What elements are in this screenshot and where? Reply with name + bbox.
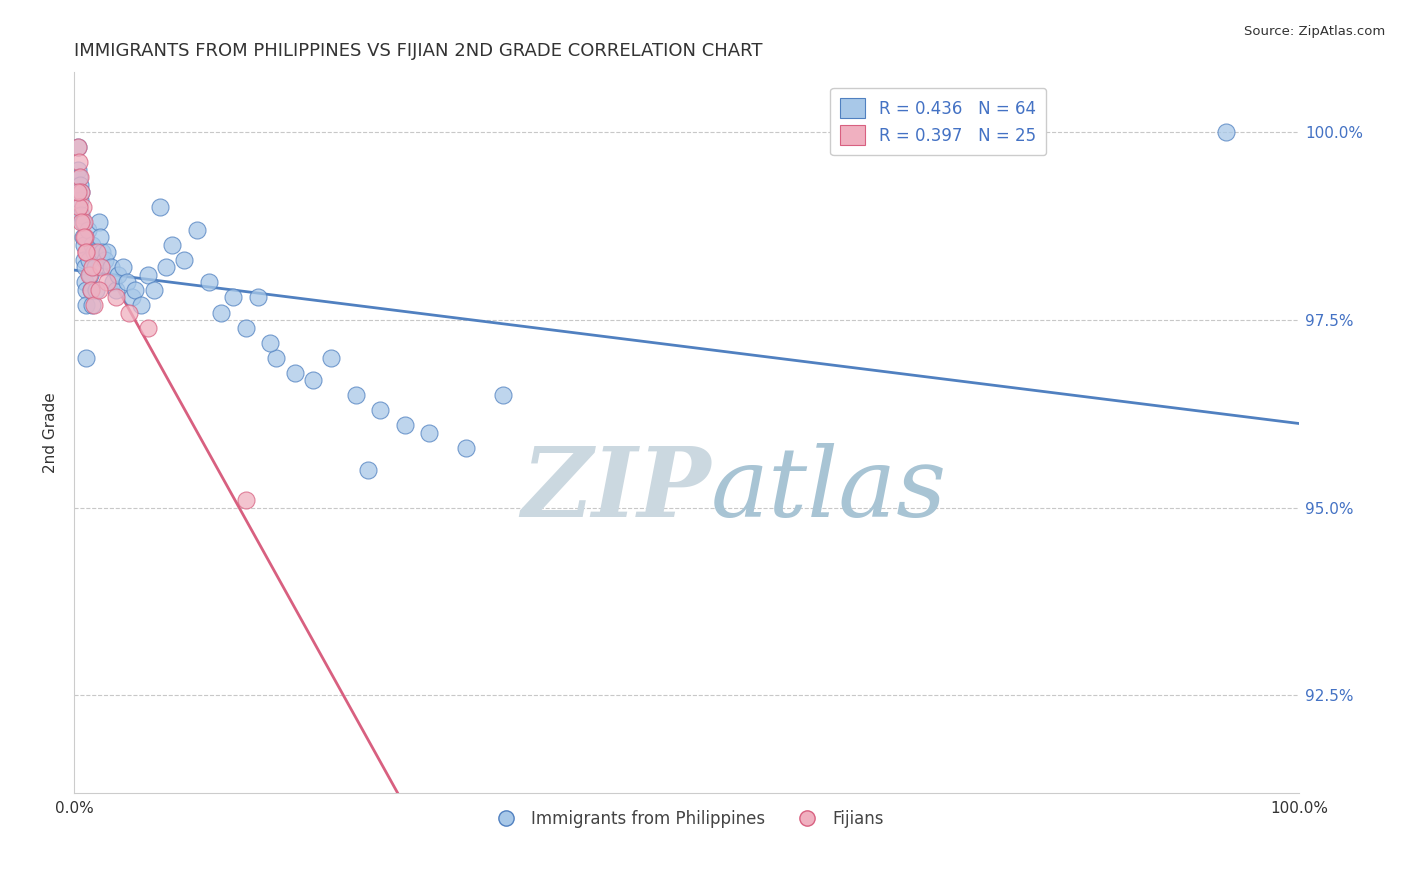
Point <box>186 223 208 237</box>
Point <box>96 245 118 260</box>
Point <box>357 463 380 477</box>
Point <box>77 268 100 282</box>
Text: atlas: atlas <box>711 443 948 537</box>
Point <box>76 223 98 237</box>
Point <box>344 388 367 402</box>
Point <box>66 140 89 154</box>
Point <box>264 351 287 365</box>
Point <box>75 245 97 260</box>
Point <box>222 291 245 305</box>
Point <box>104 283 127 297</box>
Point <box>173 252 195 267</box>
Point <box>87 215 110 229</box>
Point <box>83 245 105 260</box>
Point <box>66 140 89 154</box>
Point <box>142 283 165 297</box>
Point <box>235 493 257 508</box>
Point <box>107 268 129 282</box>
Point <box>104 291 127 305</box>
Point <box>69 178 91 192</box>
Point <box>66 186 89 200</box>
Point <box>83 298 105 312</box>
Point <box>66 163 89 178</box>
Point <box>100 260 122 275</box>
Point <box>90 260 112 275</box>
Point <box>131 298 153 312</box>
Point <box>155 260 177 275</box>
Point <box>321 351 343 365</box>
Point <box>115 276 138 290</box>
Point <box>73 252 96 267</box>
Point <box>103 276 125 290</box>
Point <box>73 215 96 229</box>
Point <box>492 388 515 402</box>
Point <box>73 230 96 244</box>
Point <box>246 291 269 305</box>
Point <box>456 441 478 455</box>
Point <box>198 276 221 290</box>
Point <box>75 298 97 312</box>
Point <box>75 260 97 275</box>
Point <box>93 252 115 267</box>
Point <box>86 245 108 260</box>
Text: IMMIGRANTS FROM PHILIPPINES VS FIJIAN 2ND GRADE CORRELATION CHART: IMMIGRANTS FROM PHILIPPINES VS FIJIAN 2N… <box>75 42 762 60</box>
Point <box>70 186 93 200</box>
Point <box>67 201 90 215</box>
Point <box>77 252 100 267</box>
Point <box>91 245 114 260</box>
Point <box>370 403 392 417</box>
Point <box>209 305 232 319</box>
Point <box>80 283 103 297</box>
Text: ZIP: ZIP <box>522 443 711 537</box>
Point <box>118 305 141 319</box>
Point <box>79 268 101 282</box>
Point <box>235 320 257 334</box>
Point <box>149 201 172 215</box>
Point <box>89 230 111 244</box>
Point <box>160 238 183 252</box>
Point <box>67 155 90 169</box>
Point <box>1215 125 1237 139</box>
Point <box>69 170 91 185</box>
Point <box>87 283 110 297</box>
Point <box>67 170 90 185</box>
Point <box>121 291 143 305</box>
Point <box>75 283 97 297</box>
Point <box>418 425 440 440</box>
Point <box>72 201 94 215</box>
Point <box>73 238 96 252</box>
Point <box>302 373 325 387</box>
Point <box>69 193 91 207</box>
Point <box>112 260 135 275</box>
Point <box>80 283 103 297</box>
Point <box>72 230 94 244</box>
Point <box>259 335 281 350</box>
Point <box>75 230 97 244</box>
Point <box>75 276 97 290</box>
Point <box>84 283 107 297</box>
Point <box>75 351 97 365</box>
Point <box>75 245 97 260</box>
Point <box>136 320 159 334</box>
Point <box>394 418 416 433</box>
Point <box>82 260 104 275</box>
Legend: Immigrants from Philippines, Fijians: Immigrants from Philippines, Fijians <box>484 804 890 835</box>
Point <box>82 238 104 252</box>
Point <box>124 283 146 297</box>
Point <box>82 298 104 312</box>
Point <box>70 208 93 222</box>
Point <box>70 215 93 229</box>
Y-axis label: 2nd Grade: 2nd Grade <box>44 392 58 473</box>
Point <box>84 260 107 275</box>
Point <box>70 186 93 200</box>
Point <box>136 268 159 282</box>
Point <box>72 215 94 229</box>
Point <box>284 366 307 380</box>
Text: Source: ZipAtlas.com: Source: ZipAtlas.com <box>1244 25 1385 38</box>
Point <box>96 276 118 290</box>
